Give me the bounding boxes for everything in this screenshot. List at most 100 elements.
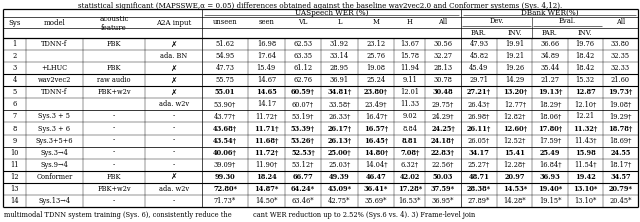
Text: 32.27: 32.27 (433, 52, 452, 60)
Text: 43.09*: 43.09* (328, 185, 351, 193)
Text: DBank WER(%): DBank WER(%) (520, 9, 578, 17)
Text: 19.15*: 19.15* (539, 197, 561, 205)
Text: 25.76: 25.76 (367, 52, 385, 60)
Text: 23.80†: 23.80† (364, 88, 388, 96)
Text: 15.32: 15.32 (575, 76, 595, 84)
Text: 36.91: 36.91 (330, 76, 349, 84)
Text: Sys: Sys (8, 20, 20, 28)
Text: 62.76: 62.76 (293, 76, 312, 84)
Text: 28.38*: 28.38* (467, 185, 491, 193)
Text: 36.93: 36.93 (540, 173, 561, 181)
Text: 23.49†: 23.49† (365, 100, 387, 108)
Text: 55.75: 55.75 (216, 76, 234, 84)
Text: 53.12†: 53.12† (292, 161, 314, 169)
Text: 11.72†: 11.72† (254, 149, 278, 157)
Text: 19.08†: 19.08† (609, 100, 632, 108)
Text: 19.21: 19.21 (505, 52, 524, 60)
Text: -: - (172, 161, 175, 169)
Text: 8.81: 8.81 (402, 137, 418, 145)
Text: 34.89: 34.89 (540, 52, 559, 60)
Text: FBK: FBK (107, 64, 121, 72)
Text: ✗: ✗ (170, 40, 177, 49)
Text: 18.06†: 18.06† (539, 113, 561, 121)
Text: statistical significant (MAPSSWE,α = 0.05) differences obtained against the base: statistical significant (MAPSSWE,α = 0.0… (78, 2, 562, 10)
Text: A2A input: A2A input (156, 20, 191, 28)
Text: 14.53*: 14.53* (502, 185, 527, 193)
Text: ada. w2v: ada. w2v (159, 185, 189, 193)
Text: 13: 13 (10, 185, 19, 193)
Text: 22.56†: 22.56† (432, 161, 454, 169)
Text: 9.11: 9.11 (403, 76, 417, 84)
Text: 19.26: 19.26 (505, 64, 524, 72)
Text: 19.42: 19.42 (575, 173, 596, 181)
Text: 71.73*: 71.73* (214, 197, 236, 205)
Text: 54.95: 54.95 (216, 52, 235, 60)
Text: 14.50*: 14.50* (255, 197, 278, 205)
Text: 50.03: 50.03 (433, 173, 453, 181)
Text: 21.60: 21.60 (611, 76, 630, 84)
Text: 52.53†: 52.53† (291, 149, 315, 157)
Text: 34.17: 34.17 (468, 149, 490, 157)
Text: 12.87: 12.87 (575, 88, 596, 96)
Text: 45.49: 45.49 (469, 64, 488, 72)
Text: unseen: unseen (212, 18, 237, 26)
Text: 18.78†: 18.78† (608, 125, 632, 133)
Text: -: - (113, 161, 115, 169)
Text: 12.77†: 12.77† (504, 100, 526, 108)
Text: 37.59*: 37.59* (431, 185, 455, 193)
Text: 40.06†: 40.06† (213, 149, 237, 157)
Text: 12.01: 12.01 (401, 88, 419, 96)
Text: 12.28†: 12.28† (504, 161, 526, 169)
Text: 14.28*: 14.28* (504, 197, 526, 205)
Text: 42.75*: 42.75* (328, 197, 351, 205)
Text: 18.42: 18.42 (575, 52, 595, 60)
Text: 55.01: 55.01 (215, 88, 236, 96)
Text: -: - (113, 197, 115, 205)
Text: 26.05†: 26.05† (468, 137, 490, 145)
Text: wav2vec2: wav2vec2 (38, 76, 71, 84)
Text: INV.: INV. (508, 29, 522, 37)
Text: 36.66: 36.66 (540, 40, 559, 48)
Text: 18.29†: 18.29† (539, 100, 561, 108)
Text: 25.27†: 25.27† (468, 161, 490, 169)
Text: acoustic
feature: acoustic feature (99, 15, 129, 32)
Text: 18.42: 18.42 (575, 64, 595, 72)
Text: 46.47: 46.47 (365, 173, 387, 181)
Text: 13.20†: 13.20† (503, 88, 527, 96)
Text: 33.80: 33.80 (611, 40, 630, 48)
Text: 29.71: 29.71 (469, 76, 488, 84)
Text: 17.64: 17.64 (257, 52, 276, 60)
Text: 26.13†: 26.13† (328, 137, 351, 145)
Text: 11.90†: 11.90† (255, 161, 278, 169)
Text: 12.10†: 12.10† (574, 100, 596, 108)
Text: ✗: ✗ (170, 76, 177, 85)
Text: 14.29: 14.29 (505, 76, 524, 84)
Text: Sys.3 + 5: Sys.3 + 5 (38, 113, 70, 121)
Text: H: H (407, 18, 413, 26)
Text: 25.24: 25.24 (366, 76, 386, 84)
Text: 66.77: 66.77 (292, 173, 313, 181)
Text: INV.: INV. (578, 29, 593, 37)
Text: -: - (172, 149, 175, 157)
Text: 12.21: 12.21 (575, 113, 595, 121)
Text: All: All (438, 18, 447, 26)
Text: ada. BN: ada. BN (160, 52, 188, 60)
Text: 11.54†: 11.54† (574, 161, 596, 169)
Text: raw audio: raw audio (97, 76, 131, 84)
Text: VL: VL (298, 18, 308, 26)
Text: 28.13: 28.13 (433, 64, 452, 72)
Text: 9: 9 (12, 137, 17, 145)
Text: 12.82†: 12.82† (504, 113, 526, 121)
Text: 36.95*: 36.95* (432, 197, 454, 205)
Text: 53.39†: 53.39† (291, 125, 315, 133)
Text: 15.41: 15.41 (504, 149, 525, 157)
Text: 21.27: 21.27 (541, 76, 559, 84)
Text: 30.78: 30.78 (433, 76, 452, 84)
Text: 16.47†: 16.47† (365, 113, 387, 121)
Text: 43.68†: 43.68† (213, 125, 237, 133)
Text: PAR.: PAR. (471, 29, 487, 37)
Text: 26.98†: 26.98† (468, 113, 490, 121)
Text: FBK: FBK (107, 40, 121, 48)
Text: 24.29†: 24.29† (432, 113, 454, 121)
Text: 99.30: 99.30 (215, 173, 236, 181)
